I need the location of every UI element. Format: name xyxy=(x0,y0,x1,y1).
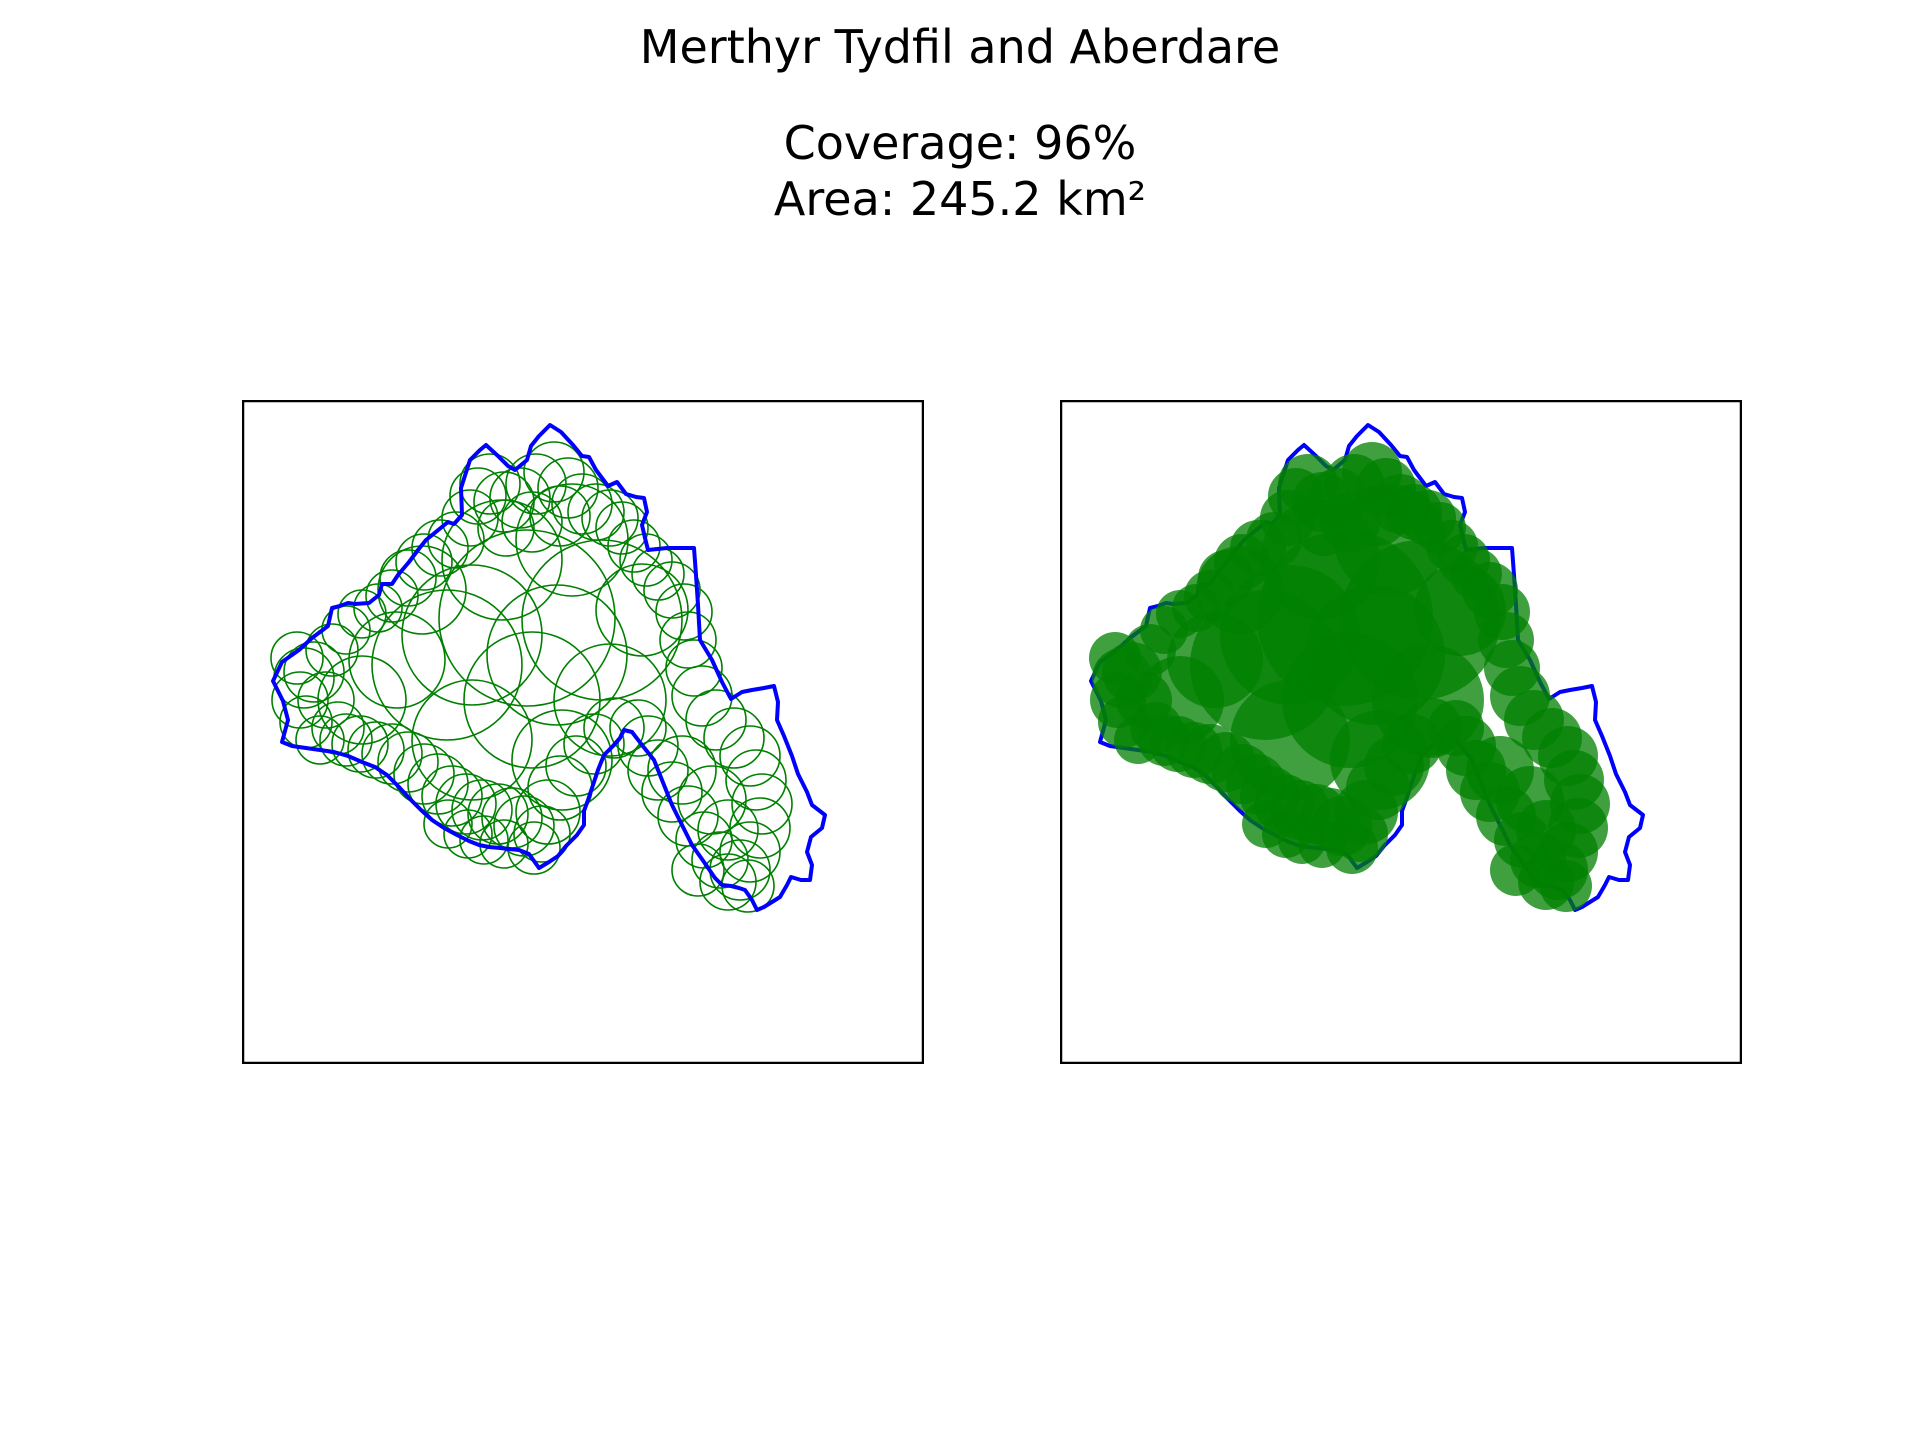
coverage-circle xyxy=(353,583,403,633)
coverage-circle xyxy=(659,611,717,669)
coverage-circle xyxy=(703,707,765,769)
coverage-circle xyxy=(459,453,521,515)
coverage-circle xyxy=(583,697,645,759)
map-panel-circle-fill xyxy=(1060,400,1742,1064)
coverage-circle xyxy=(627,739,689,801)
coverage-circle xyxy=(393,743,455,805)
figure-title: Merthyr Tydfil and Aberdare xyxy=(639,20,1281,74)
coverage-circle xyxy=(423,799,473,849)
coverage-circle-filled xyxy=(1516,800,1576,860)
area-label: Area: 245.2 km² xyxy=(773,172,1147,226)
coverage-circle xyxy=(486,584,628,726)
coverage-circle xyxy=(677,765,747,835)
coverage-circle xyxy=(665,639,723,697)
coverage-circle xyxy=(581,489,639,547)
coverage-circle xyxy=(411,519,469,577)
coverage-circle xyxy=(331,715,389,773)
coverage-circle xyxy=(725,749,787,811)
coverage-circle xyxy=(319,713,373,767)
coverage-circle xyxy=(407,753,469,815)
coverage-circle-filled xyxy=(1348,486,1408,546)
coverage-circle xyxy=(421,765,483,827)
coverage-circle xyxy=(477,499,535,557)
coverage-circle xyxy=(297,671,355,729)
coverage-circle-filled xyxy=(1490,844,1542,896)
coverage-circle xyxy=(719,725,781,787)
coverage-circle xyxy=(379,549,437,607)
coverage-circle xyxy=(371,589,523,741)
coverage-circle xyxy=(719,821,781,883)
coverage-circle xyxy=(671,665,733,727)
coverage-circles-outline xyxy=(270,441,793,913)
coverage-label: Coverage: 96% xyxy=(783,116,1137,170)
coverage-circle xyxy=(347,721,405,779)
coverage-circle xyxy=(511,709,613,811)
coverage-circle xyxy=(283,641,345,703)
coverage-circle xyxy=(595,563,689,657)
coverage-circle-filled xyxy=(1305,585,1445,725)
map-panel-circle-outlines xyxy=(242,400,924,1064)
coverage-circle xyxy=(641,761,703,823)
axes-frame xyxy=(242,400,924,1064)
coverage-circle xyxy=(513,805,571,863)
coverage-circle xyxy=(317,655,407,745)
coverage-circle xyxy=(647,735,717,805)
coverage-circle xyxy=(709,839,771,901)
coverage-circle xyxy=(501,491,563,553)
coverage-circle xyxy=(401,564,543,706)
coverage-circle xyxy=(463,631,601,769)
coverage-circle xyxy=(295,715,345,765)
coverage-circle xyxy=(361,723,423,785)
coverage-circle xyxy=(697,799,759,861)
coverage-circles-filled xyxy=(1089,442,1610,912)
coverage-circle xyxy=(377,731,439,793)
coverage-circle-filled xyxy=(1540,860,1592,912)
coverage-circle xyxy=(595,501,649,555)
coverage-circle xyxy=(655,583,713,641)
coverage-circle xyxy=(607,519,661,573)
coverage-circle xyxy=(643,561,701,619)
coverage-circle xyxy=(731,773,793,835)
coverage-circle xyxy=(529,485,591,547)
coverage-circle xyxy=(609,699,667,757)
region-boundary xyxy=(271,423,827,912)
coverage-circle xyxy=(395,533,453,591)
coverage-circle xyxy=(671,843,725,897)
coverage-circle xyxy=(563,713,625,775)
coverage-circle xyxy=(348,611,446,709)
coverage-circle xyxy=(567,483,625,541)
coverage-circle xyxy=(438,529,616,707)
coverage-circle-filled xyxy=(1138,714,1190,766)
coverage-circle xyxy=(685,689,747,751)
coverage-circle xyxy=(270,631,324,685)
coverage-circle xyxy=(505,453,567,515)
coverage-circle xyxy=(365,569,419,623)
axes-frame xyxy=(1060,400,1742,1064)
coverage-circle-filled xyxy=(1242,800,1290,848)
